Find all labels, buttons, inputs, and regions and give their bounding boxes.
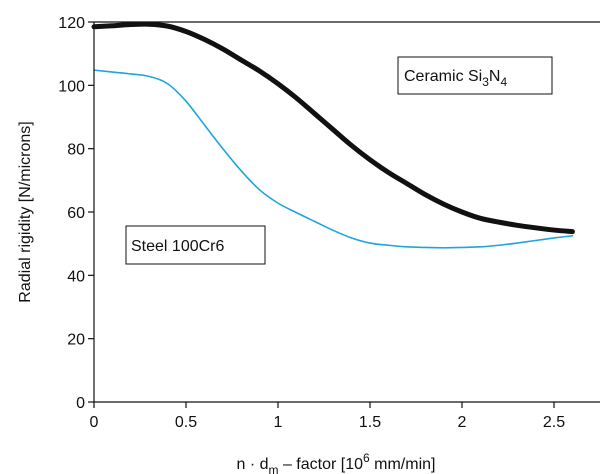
ceramic-label-sub2: 4 bbox=[500, 75, 507, 89]
x-tick-label: 2.5 bbox=[543, 414, 565, 431]
y-tick-label: 0 bbox=[76, 395, 85, 412]
ceramic-label-mid: N bbox=[489, 68, 501, 85]
ceramic-label-sub1: 3 bbox=[482, 75, 489, 89]
y-axis-label: Radial rigidity [N/microns] bbox=[17, 121, 34, 302]
steel-series-line bbox=[93, 69, 574, 249]
y-tick-label: 120 bbox=[58, 15, 85, 32]
x-label-mid: – factor [10 bbox=[279, 456, 364, 473]
x-label-sup: 6 bbox=[363, 451, 370, 465]
ceramic-label-box: Ceramic Si3N4 bbox=[397, 56, 553, 95]
y-tick-label: 80 bbox=[67, 142, 85, 159]
ceramic-label-pre: Ceramic Si bbox=[404, 68, 482, 85]
ceramic-series-line bbox=[91, 21, 575, 235]
y-tick-label: 60 bbox=[67, 205, 85, 222]
x-label-sub: m bbox=[269, 463, 279, 474]
steel-series-label: Steel 100Cr6 bbox=[131, 238, 224, 255]
steel-label-box: Steel 100Cr6 bbox=[125, 225, 266, 265]
x-tick-label: 1.5 bbox=[359, 414, 381, 431]
ticks-layer: 0 20 40 60 80 100 120 0 0.5 1 1.5 2 2.5 bbox=[58, 15, 565, 431]
y-tick-label: 20 bbox=[67, 332, 85, 349]
ceramic-series-label: Ceramic Si3N4 bbox=[404, 68, 507, 89]
x-tick-label: 1 bbox=[274, 414, 283, 431]
x-axis-label: n · dm – factor [106 mm/min] bbox=[237, 451, 436, 474]
y-tick-label: 40 bbox=[67, 268, 85, 285]
x-tick-label: 0.5 bbox=[175, 414, 197, 431]
series-layer bbox=[91, 21, 575, 249]
x-label-post: mm/min] bbox=[370, 456, 436, 473]
y-tick-label: 100 bbox=[58, 78, 85, 95]
x-tick-label: 0 bbox=[90, 414, 99, 431]
x-label-pre: n · d bbox=[237, 456, 269, 473]
x-tick-label: 2 bbox=[458, 414, 467, 431]
